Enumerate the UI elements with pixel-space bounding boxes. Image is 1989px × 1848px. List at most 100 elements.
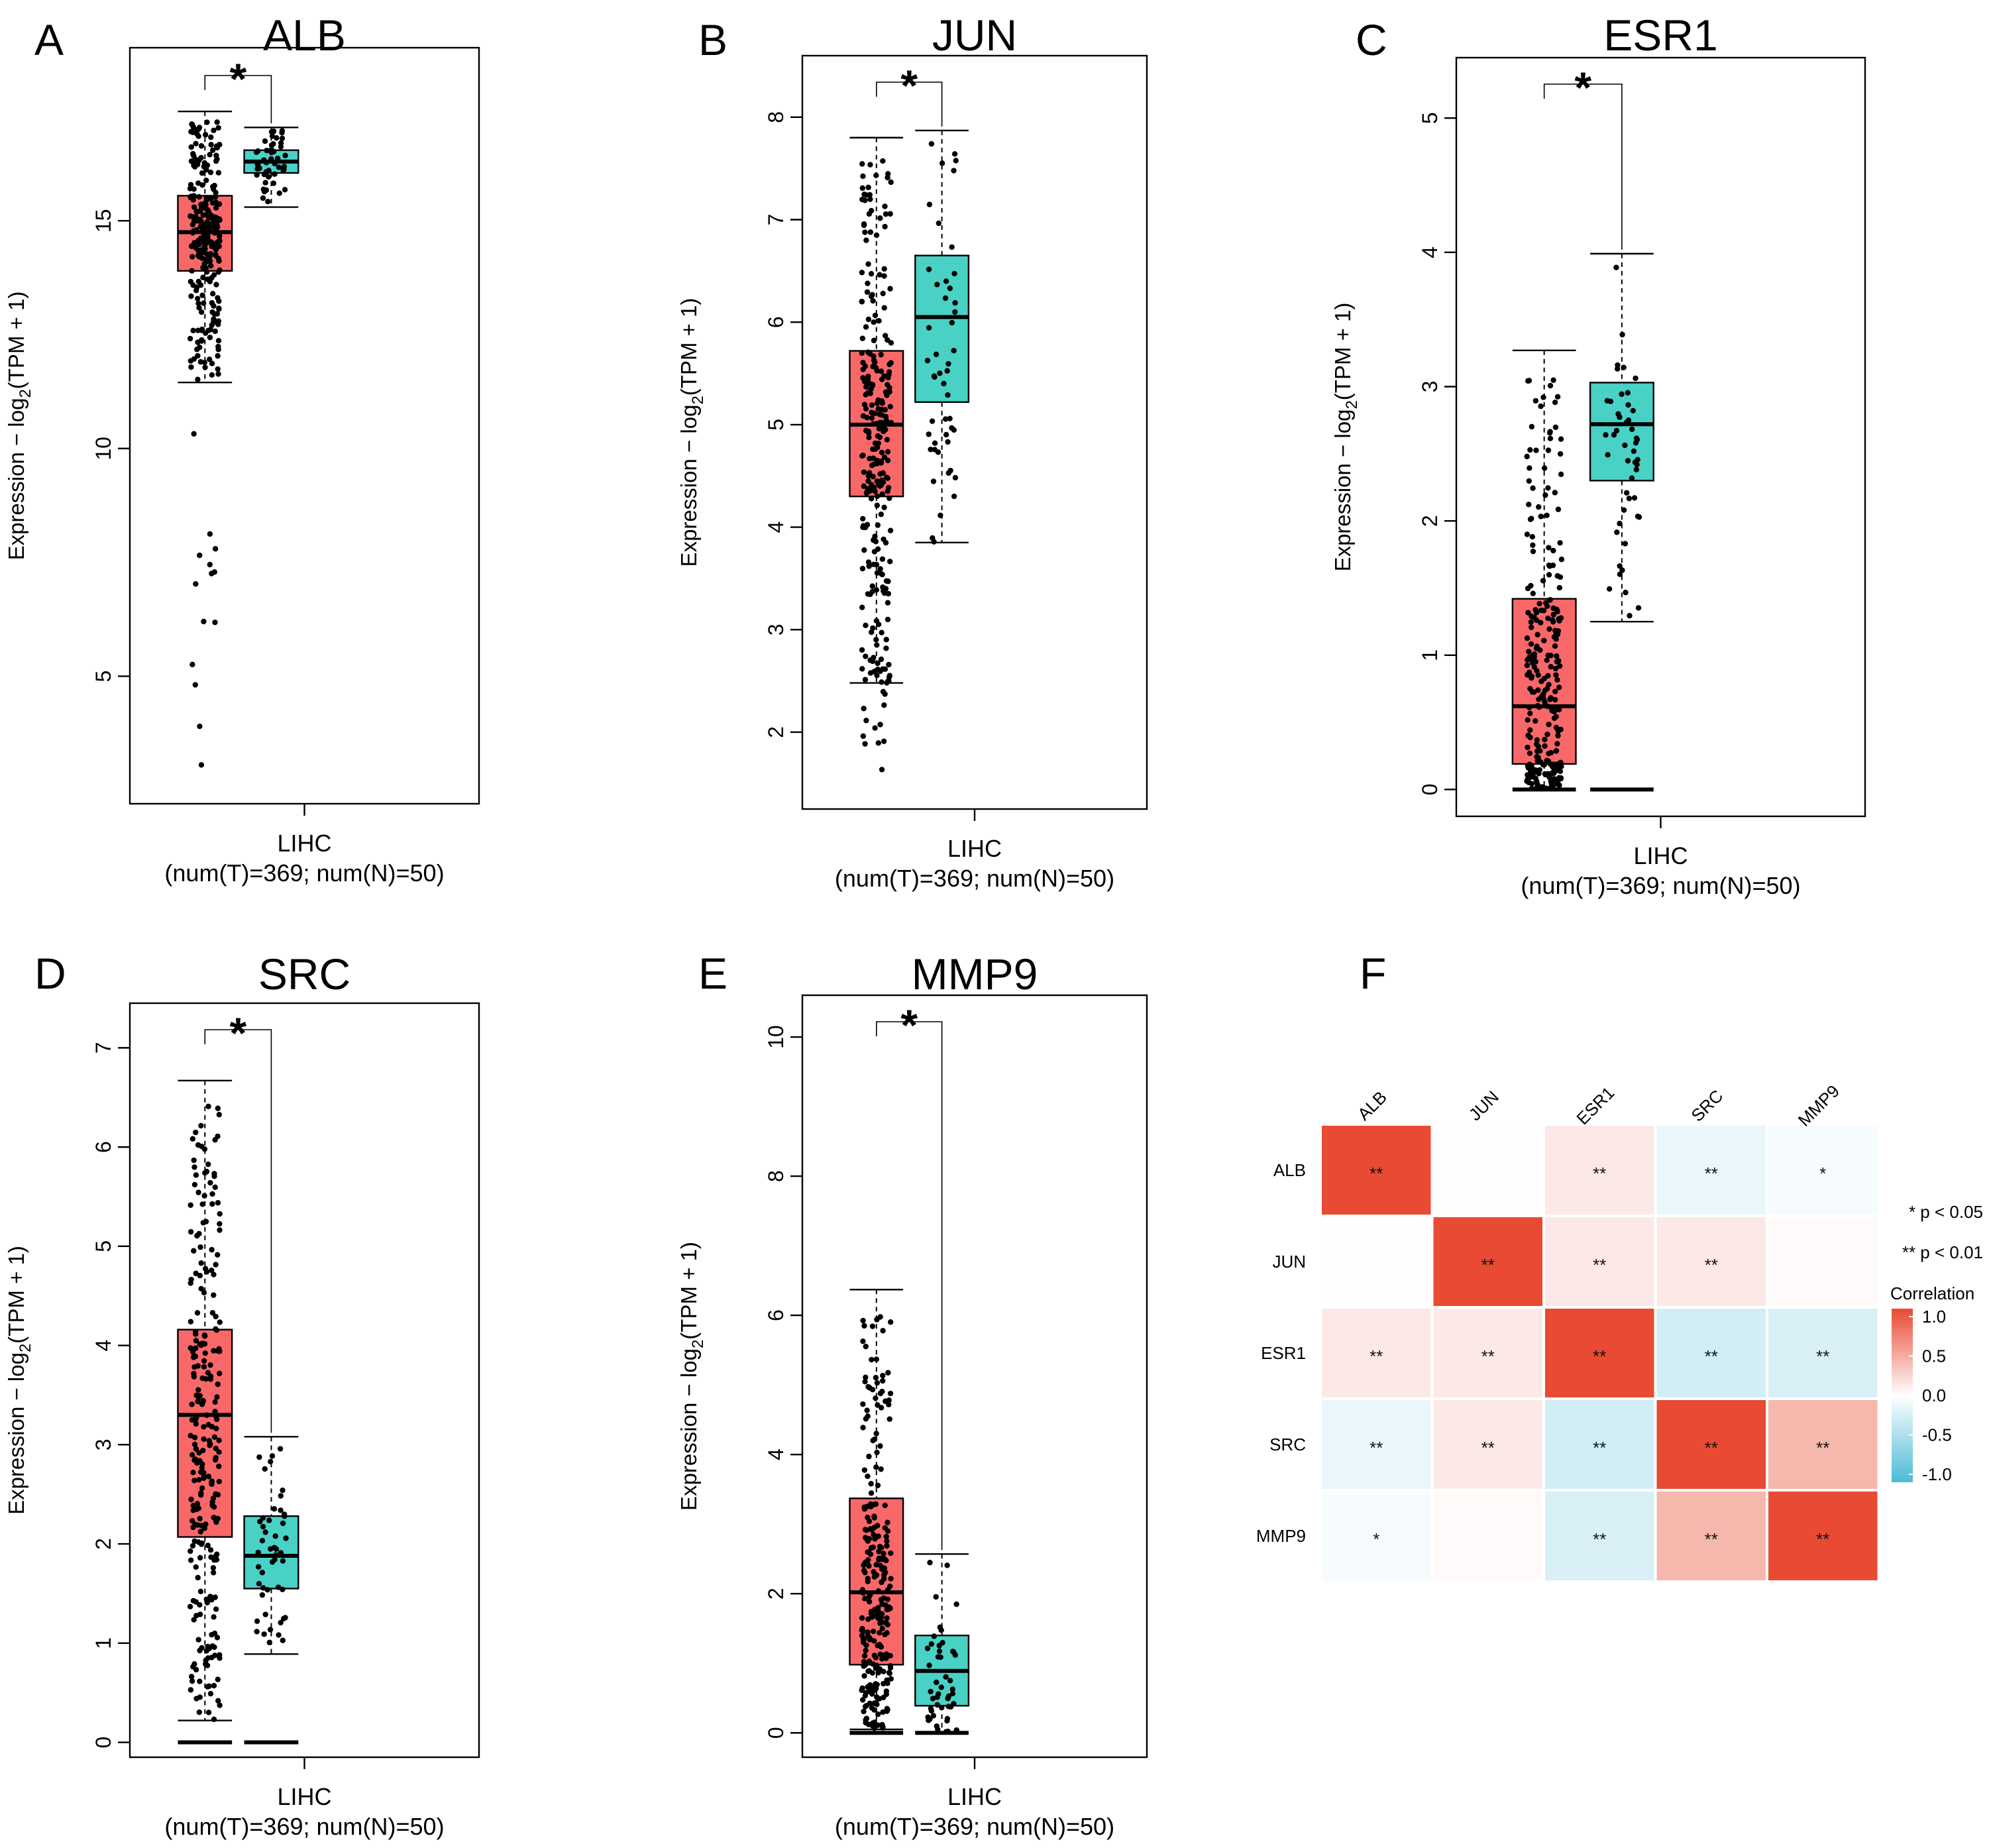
data-point — [1529, 673, 1535, 679]
data-point — [1622, 541, 1629, 547]
data-point — [875, 1711, 881, 1717]
data-point — [197, 1515, 203, 1522]
data-point — [266, 1517, 272, 1523]
data-point — [872, 1611, 879, 1617]
data-point — [194, 1310, 201, 1316]
data-point — [953, 158, 959, 164]
data-point — [867, 196, 873, 202]
data-point — [193, 1129, 199, 1136]
y-tick-label: 7 — [764, 214, 788, 226]
data-point — [876, 318, 882, 324]
data-point — [190, 197, 196, 203]
data-point — [879, 419, 885, 426]
data-point — [188, 1319, 194, 1325]
data-point — [1554, 653, 1560, 659]
data-point — [1536, 600, 1542, 607]
y-tick-label: 1 — [1418, 649, 1442, 661]
colorbar-tick-label: -0.5 — [1922, 1425, 1952, 1445]
data-point — [191, 1441, 198, 1448]
data-point — [865, 428, 872, 435]
data-point — [193, 1599, 199, 1605]
cell-significance: ** — [1370, 1164, 1383, 1183]
data-point — [209, 360, 215, 366]
data-point — [870, 537, 877, 543]
data-point — [1528, 624, 1534, 630]
data-point — [1556, 663, 1563, 669]
data-point — [1546, 626, 1552, 632]
box-iqr — [1589, 382, 1654, 482]
data-point — [193, 1172, 199, 1178]
colorbar-tick-label: 0.0 — [1922, 1386, 1946, 1405]
significance-bracket — [876, 1021, 943, 1550]
data-point — [188, 1687, 194, 1693]
data-point — [1554, 659, 1560, 665]
data-point — [937, 1624, 943, 1630]
data-point — [206, 1438, 212, 1444]
data-point — [256, 165, 262, 172]
data-point — [924, 1645, 931, 1651]
data-point — [279, 130, 285, 136]
row-label: JUN — [1272, 1252, 1306, 1272]
data-point — [881, 504, 887, 510]
outlier-point — [192, 682, 198, 688]
data-point — [209, 147, 216, 153]
data-point — [882, 407, 888, 413]
data-point — [193, 1613, 199, 1619]
data-point — [191, 204, 197, 210]
data-point — [873, 1431, 879, 1437]
data-point — [882, 1631, 888, 1637]
outlier-point — [862, 741, 868, 747]
data-point — [887, 286, 893, 292]
data-point — [191, 186, 197, 192]
data-point — [862, 1596, 868, 1602]
data-point — [945, 360, 951, 367]
data-point — [885, 475, 890, 481]
data-point — [203, 269, 210, 275]
data-point — [881, 428, 887, 435]
data-point — [200, 274, 206, 280]
colorbar-tick-label: -1.0 — [1922, 1464, 1952, 1484]
data-point — [869, 1386, 876, 1393]
data-point — [1537, 748, 1543, 754]
data-point — [869, 415, 875, 421]
heatmap-cell — [1430, 1489, 1545, 1583]
data-point — [875, 660, 881, 667]
colorbar-tick-label: 0.5 — [1922, 1346, 1946, 1366]
panel-letter: F — [1360, 949, 1386, 998]
data-point — [193, 1345, 199, 1351]
data-point — [871, 1653, 877, 1658]
data-point — [863, 324, 869, 330]
data-point — [865, 1616, 871, 1622]
data-point — [188, 1202, 193, 1208]
data-point — [1558, 471, 1564, 478]
data-point — [951, 493, 957, 500]
data-point — [877, 215, 883, 221]
data-point — [201, 1193, 207, 1199]
row-label: ALB — [1273, 1160, 1306, 1180]
data-point — [1553, 747, 1560, 754]
data-point — [198, 205, 205, 211]
data-point — [210, 1564, 217, 1571]
data-point — [201, 1364, 207, 1370]
data-point — [261, 1631, 267, 1637]
data-point — [859, 1587, 866, 1593]
data-point — [1550, 612, 1556, 618]
outlier-point — [862, 677, 869, 682]
data-point — [201, 1358, 207, 1364]
data-point — [205, 1422, 211, 1428]
data-point — [878, 1644, 885, 1650]
data-point — [1627, 613, 1633, 619]
data-point — [1524, 453, 1530, 460]
data-point — [1556, 684, 1562, 690]
heatmap-cell — [1654, 1397, 1768, 1492]
y-tick-label: 3 — [764, 624, 788, 635]
tumor-box — [177, 1079, 233, 1745]
data-point — [861, 1636, 867, 1643]
data-point — [191, 1157, 197, 1164]
data-point — [1635, 605, 1642, 611]
data-point — [1629, 426, 1635, 433]
data-point — [1629, 475, 1635, 481]
y-tick-label: 4 — [764, 1448, 788, 1460]
cell-significance: ** — [1370, 1346, 1383, 1366]
data-point — [196, 193, 202, 200]
